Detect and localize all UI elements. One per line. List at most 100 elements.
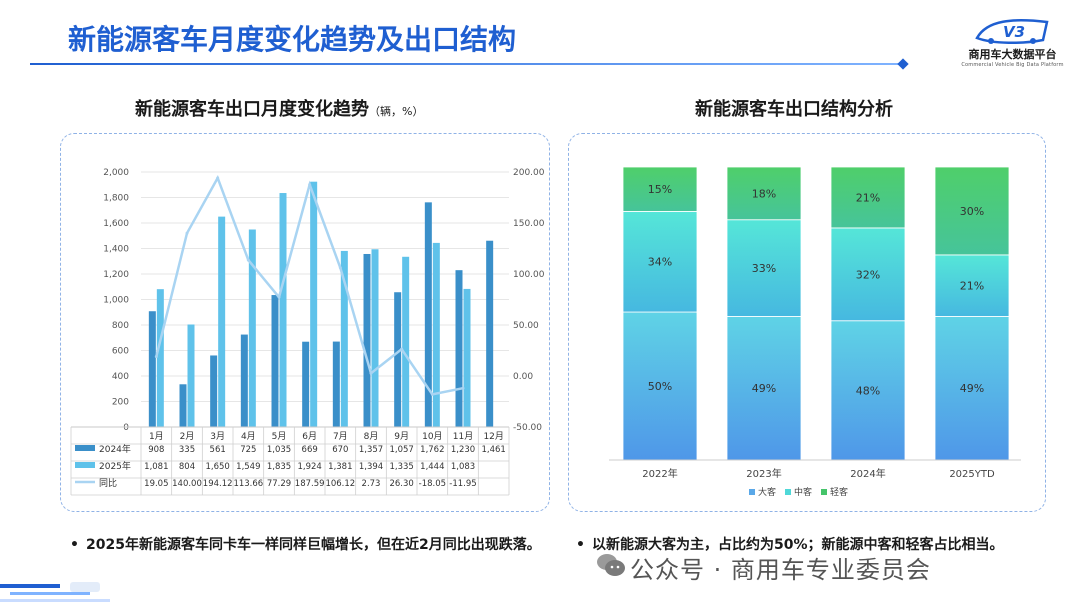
bullet-dot: • [576, 537, 585, 553]
yoy-point [277, 295, 281, 299]
legend-label: 中客 [794, 486, 812, 498]
x-tick-label: 1月 [149, 431, 164, 442]
yoy-point [154, 355, 158, 359]
segment-label: 15% [648, 183, 672, 196]
bar-2025 [371, 249, 379, 427]
yoy-point [246, 258, 250, 262]
data-table-value: 77.29 [267, 479, 291, 489]
yoy-point [216, 176, 220, 180]
legend-swatch [75, 445, 95, 451]
data-table-value: 1,335 [389, 462, 413, 472]
data-table-value: 26.30 [389, 479, 413, 489]
left-note: • 2025年新能源客车同卡车一样同样巨幅增长，但在近2月同比出现跌落。 [70, 534, 556, 556]
bar-2024 [363, 253, 371, 427]
x-tick-label: 2025YTD [949, 469, 995, 480]
yoy-point [369, 371, 373, 375]
x-tick-label: 5月 [272, 431, 287, 442]
segment-label: 21% [960, 280, 984, 293]
x-tick-label: 11月 [453, 431, 473, 442]
legend-label: 轻客 [830, 486, 848, 498]
yoy-point [400, 347, 404, 351]
stack-segment [934, 254, 1010, 317]
bar-2024 [455, 270, 463, 427]
x-tick-label: 7月 [333, 431, 348, 442]
title-underline-end [897, 58, 909, 70]
data-table-value: 1,762 [420, 445, 444, 455]
bar-2025 [187, 324, 195, 427]
bar-2025 [310, 181, 318, 427]
bar-2025 [463, 288, 471, 427]
monthly-export-chart: 0 200 400 600 800 1,000 1,200 1,400 1,600 1,800 2,… [70, 168, 545, 496]
x-tick-label: 6月 [302, 431, 317, 442]
y-right-tick-label: -50.00 [513, 423, 542, 433]
data-table-value: 19.05 [144, 479, 168, 489]
right-chart-panel: 50% 34% 15% 2022年 49% 33% 18% 2023年 48% 32% 21% 202… [568, 133, 1046, 512]
y-left-tick-label: 1,800 [103, 194, 129, 204]
data-table-value: 1,650 [205, 462, 229, 472]
data-table-value: -11.95 [449, 479, 476, 489]
x-tick-label: 9月 [394, 431, 409, 442]
segment-label: 49% [752, 382, 776, 395]
left-note-text: 2025年新能源客车同卡车一样同样巨幅增长，但在近2月同比出现跌落。 [86, 537, 541, 553]
logo-subtitle: Commercial Vehicle Big Data Platform [961, 62, 1064, 68]
segment-label: 50% [648, 380, 672, 393]
y-left-tick-label: 1,000 [103, 296, 129, 306]
title-underline [30, 63, 902, 65]
segment-label: 33% [752, 262, 776, 275]
data-table-value: 1,549 [236, 462, 260, 472]
bar-2025 [156, 289, 164, 427]
x-tick-label: 12月 [483, 431, 503, 442]
data-table-value: 1,357 [359, 445, 383, 455]
x-tick-label: 2月 [180, 431, 195, 442]
x-tick-label: 10月 [422, 431, 442, 442]
y-left-tick-label: 800 [112, 321, 129, 331]
bar-2025 [402, 256, 410, 427]
segment-label: 32% [856, 268, 880, 281]
y-left-tick-label: 2,000 [103, 168, 129, 178]
y-left-tick-label: 1,400 [103, 245, 129, 255]
y-left-tick-label: 400 [112, 372, 129, 382]
bar-2024 [332, 341, 340, 427]
right-chart-title: 新能源客车出口结构分析 [695, 99, 893, 120]
data-table-value: 1,083 [451, 462, 475, 472]
bar-2024 [240, 334, 248, 427]
bar-2025 [248, 229, 256, 427]
segment-label: 48% [856, 384, 880, 397]
export-structure-chart: 50% 34% 15% 2022年 49% 33% 18% 2023年 48% 32% 21% 202… [609, 166, 1021, 498]
segment-label: 34% [648, 256, 672, 269]
data-table-value: 669 [302, 445, 318, 455]
bar-2025 [340, 250, 348, 427]
yoy-point [308, 183, 312, 187]
legend-label: 大客 [758, 486, 776, 498]
data-table-value: -18.05 [419, 479, 446, 489]
y-left-tick-label: 1,600 [103, 219, 129, 229]
y-right-tick-label: 50.00 [513, 321, 539, 331]
logo-mark-text: V3 [1003, 23, 1025, 41]
right-note: • 以新能源大客为主，占比约为50%；新能源中客和轻客占比相当。 [576, 534, 1062, 556]
x-tick-label: 2022年 [642, 467, 677, 480]
yoy-point [461, 386, 465, 390]
x-tick-label: 8月 [364, 431, 379, 442]
bar-2024 [179, 384, 187, 427]
data-table-value: 670 [332, 445, 348, 455]
yoy-point [185, 231, 189, 235]
bar-2024 [394, 292, 402, 427]
data-table-value: 2.73 [362, 479, 381, 489]
left-chart-title: 新能源客车出口月度变化趋势（辆，%） [135, 95, 423, 121]
data-table-value: 1,444 [420, 462, 444, 472]
x-tick-label: 4月 [241, 431, 256, 442]
data-table-value: 106.12 [325, 479, 355, 489]
data-table-value: 1,394 [359, 462, 383, 472]
data-table-value: 1,381 [328, 462, 352, 472]
data-table-value: 1,081 [144, 462, 168, 472]
y-right-tick-label: 200.00 [513, 168, 545, 178]
left-chart-panel: 0 200 400 600 800 1,000 1,200 1,400 1,600 1,800 2,… [60, 133, 550, 512]
legend-series-name: 同比 [99, 477, 117, 489]
x-tick-label: 2023年 [746, 467, 781, 480]
segment-label: 30% [960, 205, 984, 218]
y-left-tick-label: 0 [123, 423, 129, 433]
segment-label: 49% [960, 382, 984, 395]
bar-2024 [424, 202, 432, 427]
stack-segment [830, 227, 906, 322]
stack-segment [934, 166, 1010, 256]
